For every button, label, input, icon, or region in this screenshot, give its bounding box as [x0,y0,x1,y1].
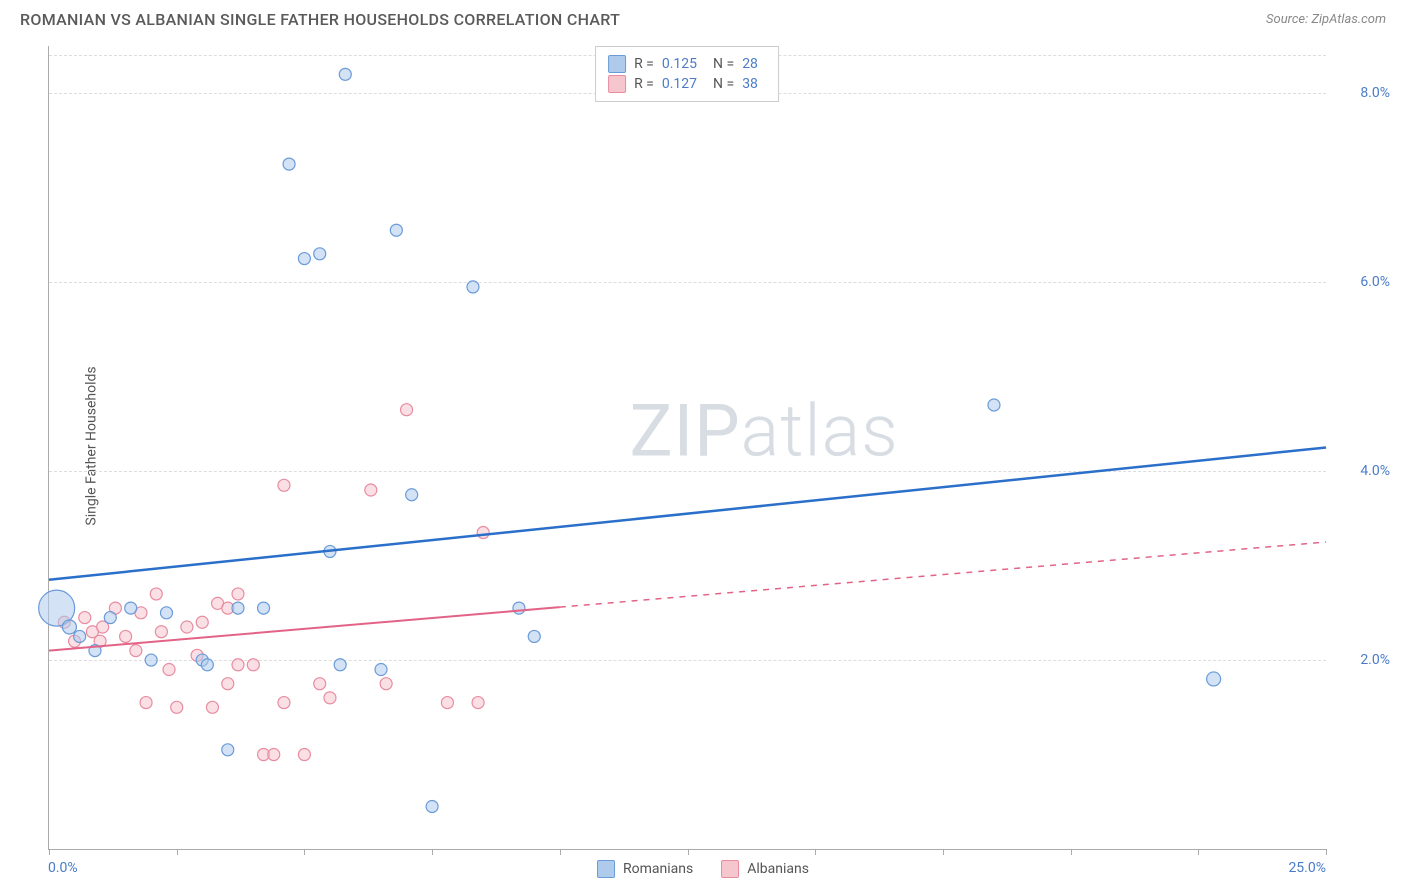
scatter-point [232,659,244,671]
r-value-romanians: 0.125 [662,56,697,72]
scatter-point [125,602,137,614]
scatter-point [160,607,172,619]
trend-line [49,448,1326,580]
scatter-point [390,224,402,236]
scatter-point [155,626,167,638]
scatter-point [74,630,86,642]
scatter-point [528,630,540,642]
r-value-albanians: 0.127 [662,76,697,92]
scatter-point [258,602,270,614]
scatter-point [477,527,489,539]
trend-line-dashed [560,542,1326,607]
scatter-point [196,616,208,628]
stats-row-albanians: R = 0.127 N = 38 [608,75,766,93]
scatter-point [339,68,351,80]
chart-header: ROMANIAN VS ALBANIAN SINGLE FATHER HOUSE… [0,0,1406,33]
scatter-point [278,479,290,491]
chart-title: ROMANIAN VS ALBANIAN SINGLE FATHER HOUSE… [20,10,620,29]
scatter-point [171,701,183,713]
scatter-point [247,659,259,671]
scatter-point [278,697,290,709]
plot-area: ZIPatlas 2.0%4.0%6.0%8.0% [48,46,1326,850]
scatter-point [181,621,193,633]
y-tick-label: 6.0% [1334,274,1390,290]
scatter-point [1207,672,1221,686]
y-tick-label: 8.0% [1334,85,1390,101]
x-min-label: 0.0% [48,860,78,876]
scatter-point [283,158,295,170]
scatter-point [79,612,91,624]
scatter-point [130,645,142,657]
scatter-point [298,749,310,761]
scatter-point [441,697,453,709]
legend-swatch-albanians [721,860,739,878]
legend-item-romanians: Romanians [597,860,693,878]
scatter-point [380,678,392,690]
scatter-point [206,701,218,713]
scatter-point [324,692,336,704]
scatter-point [140,697,152,709]
swatch-albanians [608,75,626,93]
x-max-label: 25.0% [1288,860,1326,876]
scatter-point [62,620,76,634]
scatter-point [145,654,157,666]
scatter-point [426,800,438,812]
legend-swatch-romanians [597,860,615,878]
scatter-point [375,664,387,676]
trend-line-solid [49,607,560,650]
stats-row-romanians: R = 0.125 N = 28 [608,55,766,73]
y-tick-label: 2.0% [1334,652,1390,668]
scatter-point [472,697,484,709]
n-value-romanians: 28 [742,56,758,72]
scatter-point [232,602,244,614]
scatter-svg [49,46,1326,849]
scatter-point [150,588,162,600]
correlation-stats-legend: R = 0.125 N = 28 R = 0.127 N = 38 [595,46,779,102]
swatch-romanians [608,55,626,73]
scatter-point [988,399,1000,411]
scatter-point [222,678,234,690]
n-value-albanians: 38 [742,76,758,92]
scatter-point [163,664,175,676]
source-attribution: Source: ZipAtlas.com [1266,12,1386,27]
scatter-point [104,612,116,624]
scatter-point [268,749,280,761]
scatter-point [334,659,346,671]
scatter-point [467,281,479,293]
scatter-point [365,484,377,496]
chart-container: R = 0.125 N = 28 R = 0.127 N = 38 ZIPatl… [48,46,1326,850]
legend-item-albanians: Albanians [721,860,809,878]
scatter-point [298,253,310,265]
scatter-point [232,588,244,600]
scatter-point [314,248,326,260]
scatter-point [513,602,525,614]
scatter-point [314,678,326,690]
scatter-point [120,630,132,642]
scatter-point [406,489,418,501]
series-legend: Romanians Albanians [597,860,809,878]
scatter-point [201,659,213,671]
scatter-point [222,744,234,756]
scatter-point [401,404,413,416]
y-tick-label: 4.0% [1334,463,1390,479]
